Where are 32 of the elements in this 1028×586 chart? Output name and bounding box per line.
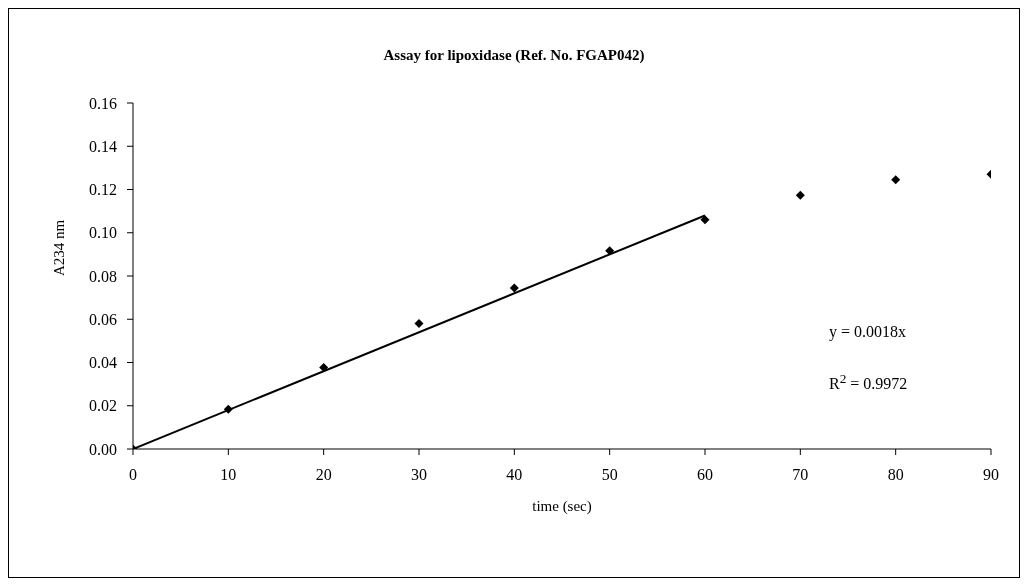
y-tick-label: 0.14	[89, 137, 117, 155]
x-axis-title: time (sec)	[532, 498, 592, 515]
point	[700, 215, 710, 225]
x-tick-label: 40	[506, 466, 523, 484]
chart-title: Assay for lipoxidase (Ref. No. FGAP042)	[382, 47, 646, 64]
y-tick-label: 0.08	[89, 267, 117, 285]
x-tick-label: 70	[792, 466, 809, 484]
y-tick-label: 0.04	[89, 354, 117, 372]
x-tick-label: 0	[129, 466, 137, 484]
x-tick-label: 80	[887, 466, 904, 484]
x-tick-label: 90	[983, 466, 999, 484]
y-tick-label: 0.02	[89, 397, 117, 415]
y-tick-label: 0.12	[89, 181, 117, 199]
y-tick-label: 0.10	[89, 224, 117, 242]
annotation: R$^{2}$ = 0.9972	[829, 371, 908, 394]
y-tick-label: 0.16	[89, 94, 117, 112]
x-tick-label: 50	[601, 466, 618, 484]
y-tick-label: 0.00	[89, 440, 117, 458]
x-tick-label: 60	[697, 466, 713, 484]
point	[223, 404, 233, 414]
point	[605, 246, 615, 256]
point	[509, 283, 519, 293]
x-tick-label: 10	[220, 466, 237, 484]
point	[891, 175, 901, 185]
point	[795, 190, 805, 200]
point	[414, 319, 424, 329]
y-axis-title: A234 nm	[51, 219, 68, 276]
annotation: y = 0.0018x	[829, 323, 907, 341]
point	[319, 362, 329, 372]
y-tick-label: 0.06	[89, 310, 117, 328]
x-tick-label: 30	[411, 466, 427, 484]
x-tick-label: 20	[315, 466, 332, 484]
